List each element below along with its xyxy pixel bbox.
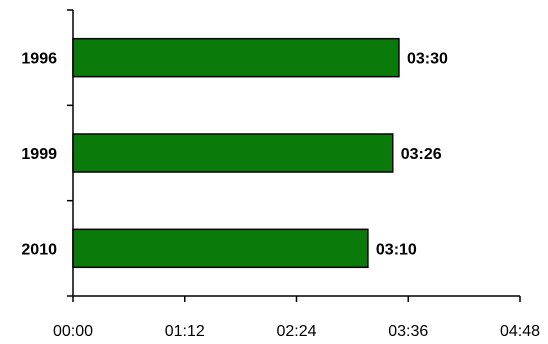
x-axis-ticks: 00:00 01:12 02:24 03:36 04:48 <box>53 296 540 340</box>
x-tick-label: 01:12 <box>165 323 205 340</box>
category-label-1999: 1999 <box>21 146 57 163</box>
bar-1999 <box>72 133 394 173</box>
bars <box>72 37 400 269</box>
x-tick-label: 04:48 <box>500 323 540 340</box>
labels: 1996 03:30 1999 03:26 2010 03:10 <box>21 51 448 259</box>
data-label-2010: 03:10 <box>376 241 417 258</box>
category-label-2010: 2010 <box>21 241 57 258</box>
bar-1996 <box>72 37 400 78</box>
y-axis-ticks <box>67 9 73 297</box>
category-label-1996: 1996 <box>21 51 57 68</box>
data-label-1999: 03:26 <box>401 146 442 163</box>
bar-2010 <box>72 228 369 269</box>
x-tick-label: 00:00 <box>53 323 93 340</box>
x-tick-label: 02:24 <box>276 323 316 340</box>
data-label-1996: 03:30 <box>407 51 448 68</box>
x-tick-label: 03:36 <box>388 323 428 340</box>
